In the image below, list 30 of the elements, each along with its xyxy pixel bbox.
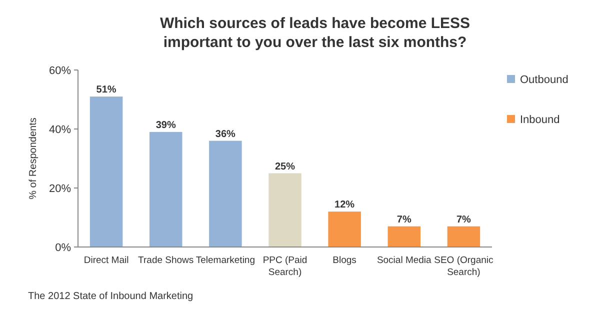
x-tick-label: SEO (Organic Search) xyxy=(434,255,494,278)
text: The 2012 State of Inbound Marketing xyxy=(28,291,194,302)
x-tick-label: Telemarketing xyxy=(196,255,255,266)
y-tick-label: 20% xyxy=(48,182,72,195)
x-tick-label: Direct Mail xyxy=(84,255,129,266)
y-tick-label: 60% xyxy=(48,64,72,77)
data-label: 7% xyxy=(456,214,472,226)
bar xyxy=(447,226,480,247)
bar xyxy=(149,132,182,247)
x-tick-label: Social Media xyxy=(376,255,432,266)
chart-title: Which sources of leads have become LESS important to you over the last six months? xyxy=(160,15,470,51)
legend-label: Outbound xyxy=(520,74,568,86)
legend-label: Inbound xyxy=(520,114,560,126)
data-label: 51% xyxy=(96,84,116,96)
y-tick-label: 40% xyxy=(48,124,72,136)
bar xyxy=(388,226,421,247)
bar xyxy=(209,140,242,247)
bar xyxy=(90,96,123,247)
data-label: 12% xyxy=(334,200,355,211)
y-tick-label: 0% xyxy=(55,242,72,254)
data-label: 7% xyxy=(396,214,412,226)
data-label: 25% xyxy=(274,161,296,172)
bar xyxy=(328,212,361,247)
bar xyxy=(268,173,302,247)
x-tick-label: Trade Shows xyxy=(138,255,194,266)
data-label: 36% xyxy=(215,128,236,140)
x-tick-label: Blogs xyxy=(332,255,357,266)
y-axis-title: % of Respondents xyxy=(28,118,39,200)
x-tick-label: PPC (Paid Search) xyxy=(262,255,308,278)
data-label: 39% xyxy=(156,120,176,131)
